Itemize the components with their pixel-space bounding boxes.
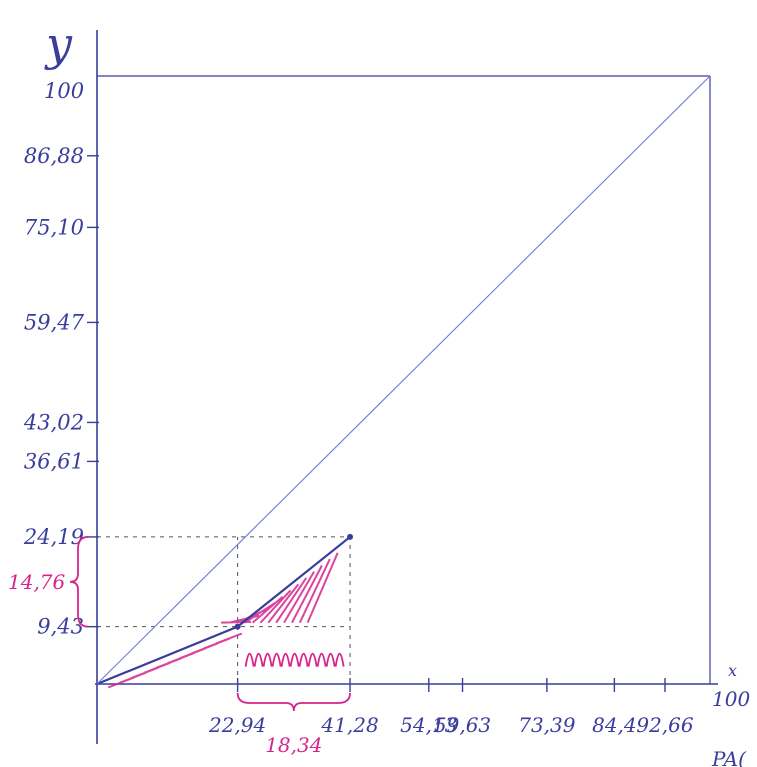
y-tick-label: 43,02 [23, 410, 84, 434]
y-axis-label: y [44, 17, 73, 71]
x-tick-label: 84,4 [592, 713, 637, 737]
partial-text: PA( [711, 747, 747, 767]
data-point [234, 623, 241, 630]
x-tick-label: 22,94 [208, 713, 266, 737]
data-point [347, 533, 354, 540]
y-tick-label: 24,19 [23, 525, 84, 549]
x-tick-label: 73,39 [518, 713, 576, 737]
y-tick-label: 59,47 [24, 310, 85, 334]
y-tick-label: 75,10 [24, 215, 84, 239]
rectangle-area-hatch [244, 652, 345, 667]
equality-line [96, 75, 711, 685]
delta-x-brace [236, 692, 351, 712]
y-tick-label: 86,88 [24, 144, 84, 168]
delta-x-label: 18,34 [265, 733, 322, 757]
y-max-label: 100 [44, 79, 84, 103]
x-max-label: 100 [712, 687, 750, 711]
x-tick-label: 59,63 [434, 713, 491, 737]
y-tick-label: 9,43 [37, 615, 84, 639]
delta-y-label: 14,76 [8, 570, 66, 594]
x-axis-label: x [728, 661, 737, 680]
y-tick-label: 36,61 [24, 449, 84, 473]
x-tick-label: 41,28 [320, 713, 378, 737]
delta-y-brace [69, 536, 89, 628]
x-tick-label: 92,66 [636, 713, 694, 737]
x-tick-label: 54,13 [400, 713, 457, 737]
